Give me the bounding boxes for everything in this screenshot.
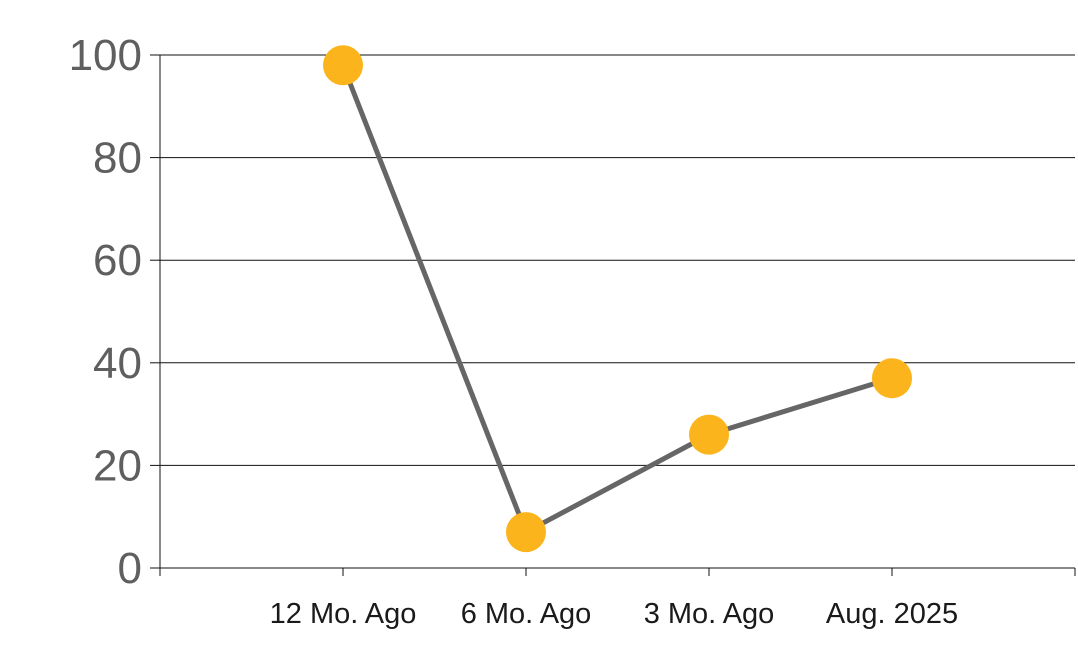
series (340, 64, 893, 535)
y-tick-label: 40 (93, 339, 142, 388)
data-point-marker (689, 414, 729, 455)
y-tick-labels: 0 20 40 60 80 100 (69, 31, 142, 593)
y-tick-label: 60 (93, 236, 142, 285)
y-tick-label: 0 (118, 544, 142, 593)
data-point-marker (872, 358, 912, 399)
series-line (340, 64, 893, 535)
y-tick-label: 20 (93, 441, 142, 490)
y-tick-label: 100 (69, 31, 142, 80)
data-point-marker (506, 512, 546, 553)
y-tick-label: 80 (93, 134, 142, 183)
x-tick-label: 3 Mo. Ago (644, 598, 775, 630)
x-tick-labels: 12 Mo. Ago 6 Mo. Ago 3 Mo. Ago Aug. 2025 (270, 598, 958, 630)
axes (150, 54, 1076, 576)
gridlines (160, 54, 1075, 466)
x-tick-label: 6 Mo. Ago (461, 598, 592, 630)
data-point-marker (323, 45, 363, 86)
markers (323, 45, 912, 553)
x-tick-label: 12 Mo. Ago (270, 598, 417, 630)
x-tick-label: Aug. 2025 (826, 598, 958, 630)
